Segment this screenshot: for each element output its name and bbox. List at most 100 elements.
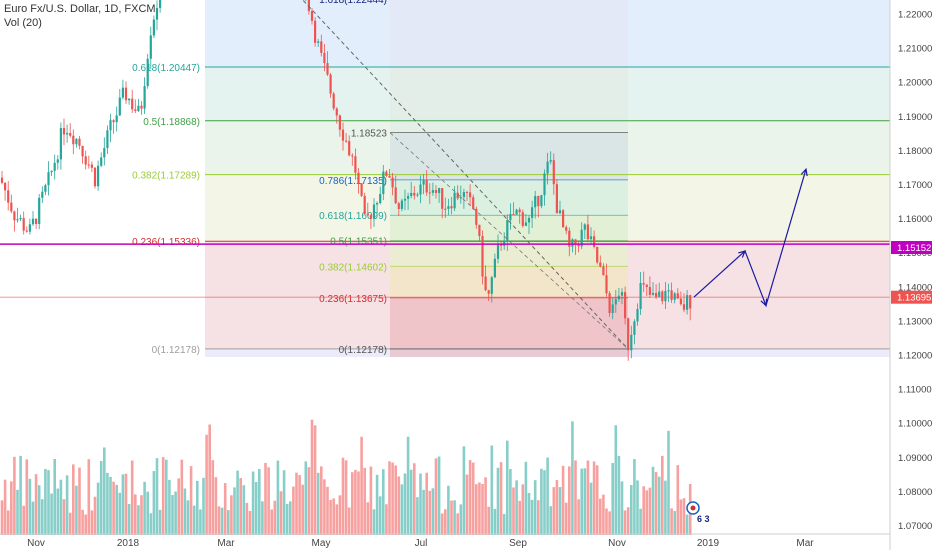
volume-bar — [664, 480, 667, 535]
volume-bar — [121, 474, 125, 535]
fib-level-label: 0(1.12178) — [152, 345, 200, 356]
candle-body — [152, 19, 155, 36]
time-tick-label: May — [312, 538, 331, 549]
volume-bar — [456, 513, 459, 535]
time-tick-label: Nov — [608, 538, 626, 549]
time-tick-label: Jul — [415, 538, 428, 549]
candle-body — [357, 172, 360, 184]
volume-bar — [72, 464, 75, 535]
candle-body — [16, 219, 19, 221]
volume-bar — [171, 494, 174, 535]
candle-body — [75, 138, 78, 145]
candle-body — [326, 63, 329, 75]
candle-body — [314, 20, 317, 43]
candle-body — [407, 195, 410, 199]
volume-bar — [316, 472, 320, 535]
volume-bar — [583, 468, 587, 535]
volume-bar — [239, 478, 242, 535]
volume-bar — [558, 487, 562, 535]
volume-bar — [28, 478, 32, 535]
symbol-title: Euro Fx/U.S. Dollar, 1D, FXCM — [4, 3, 156, 15]
volume-bar — [524, 461, 528, 535]
volume-bar — [254, 482, 258, 535]
fib-trend-line — [302, 0, 629, 350]
volume-bar — [462, 446, 466, 535]
fib2-trend-line — [389, 132, 629, 350]
volume-bar — [208, 424, 211, 535]
candle-body — [376, 202, 379, 205]
volume-bar — [651, 466, 655, 535]
candle-body — [438, 188, 441, 193]
volume-bar — [65, 475, 69, 535]
price-tag — [891, 241, 932, 255]
volume-bar — [143, 481, 146, 535]
fib-band-2 — [390, 132, 628, 180]
fib2-level-label: 0(1.12178) — [339, 345, 387, 356]
candle-body — [453, 192, 456, 209]
volume-bar — [115, 484, 118, 535]
volume-bar — [549, 506, 552, 535]
candle-body — [658, 291, 661, 297]
candle-body — [7, 190, 10, 203]
candle-body — [385, 171, 388, 176]
candle-body — [441, 188, 444, 209]
volume-bar — [515, 480, 518, 535]
candle-body — [490, 277, 493, 294]
volume-bar — [307, 467, 311, 535]
volume-bar — [670, 508, 673, 535]
candle-body — [664, 290, 667, 302]
candle-body — [425, 180, 428, 193]
volume-bar — [99, 461, 103, 535]
price-tick-label: 1.21000 — [898, 44, 932, 55]
candle-body — [22, 218, 25, 231]
volume-bar — [96, 482, 100, 535]
volume-bar — [323, 479, 326, 535]
candle-body — [527, 217, 531, 223]
candle-body — [93, 167, 97, 187]
volume-bar — [409, 469, 413, 535]
candle-body — [379, 193, 382, 203]
fib2-level-label: 0.382(1.14602) — [319, 262, 387, 273]
candle-body — [599, 262, 602, 267]
candle-body — [87, 164, 90, 166]
volume-bar — [44, 469, 47, 535]
fib2-level-label: 0.786(1.17135) — [319, 176, 387, 187]
volume-bar — [580, 468, 583, 535]
volume-bar — [10, 481, 13, 535]
volume-bar — [394, 465, 397, 535]
volume-bar — [59, 479, 63, 535]
volume-bar — [378, 496, 382, 535]
time-tick-label: Sep — [509, 538, 527, 549]
volume-bar — [512, 487, 515, 535]
volume-bar — [313, 425, 317, 535]
volume-bar — [84, 514, 87, 535]
volume-bar — [0, 500, 4, 535]
volume-bar — [295, 472, 298, 535]
candle-body — [31, 218, 35, 225]
candle-body — [90, 164, 93, 168]
candle-body — [317, 41, 320, 43]
volume-bar — [13, 456, 16, 535]
candle-body — [348, 141, 351, 156]
volume-bar — [261, 501, 264, 535]
volume-bar — [158, 509, 162, 535]
volume-bar — [645, 490, 649, 535]
volume-bar — [37, 485, 41, 535]
volume-bar — [50, 493, 53, 535]
volume-bar — [146, 491, 149, 535]
candle-body — [493, 258, 496, 278]
price-tick-label: 1.22000 — [898, 10, 932, 21]
volume-bar — [571, 421, 574, 535]
time-tick-label: Mar — [796, 538, 814, 549]
candle-body — [465, 192, 469, 194]
volume-bar — [81, 509, 84, 535]
candle-body — [341, 129, 345, 141]
volume-bar — [335, 504, 339, 535]
volume-bar — [199, 509, 202, 535]
candle-body — [97, 165, 100, 187]
candle-body — [512, 214, 515, 216]
volume-bar — [177, 478, 180, 535]
volume-bar — [577, 499, 580, 535]
volume-bar — [273, 500, 277, 535]
